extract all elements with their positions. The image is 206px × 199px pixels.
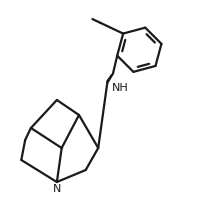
Text: NH: NH	[111, 83, 128, 93]
Text: N: N	[53, 184, 61, 194]
